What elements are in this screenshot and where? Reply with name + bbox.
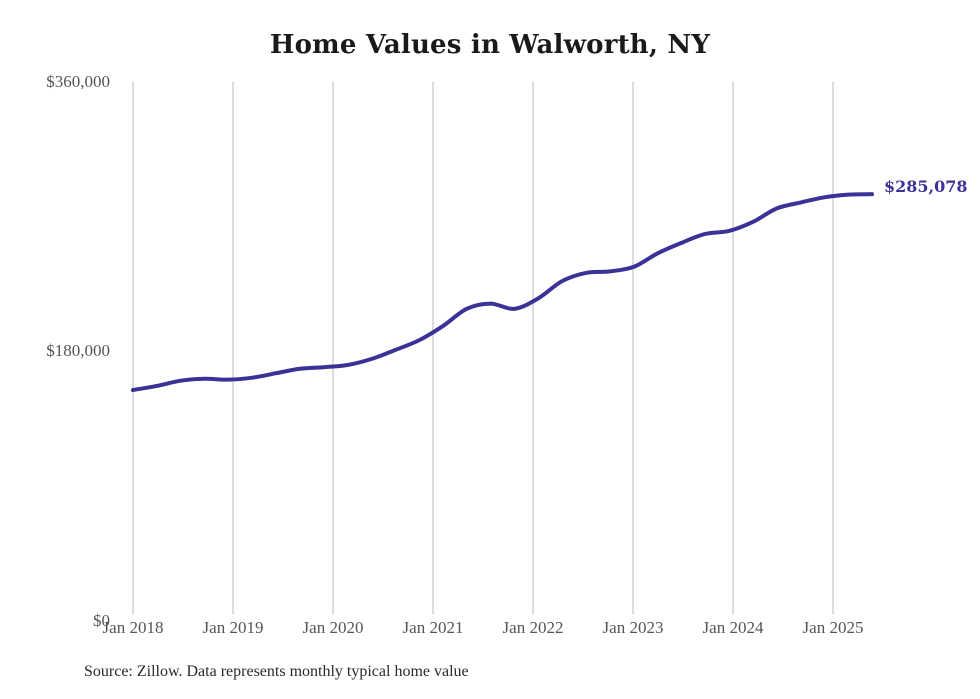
x-axis-tick-label: Jan 2019 [202,618,264,637]
x-axis-tick-label: Jan 2021 [402,618,464,637]
y-axis-tick-label: $360,000 [46,72,110,91]
x-axis-tick-label: Jan 2018 [102,618,164,637]
y-axis-tick-label: $180,000 [46,341,110,360]
source-note: Source: Zillow. Data represents monthly … [84,663,469,680]
end-value-annotation: $285,078 [884,177,968,196]
gridlines [132,82,834,614]
x-axis-tick-label: Jan 2023 [602,618,664,637]
x-axis-tick-label: Jan 2024 [702,618,764,637]
x-axis-tick-label: Jan 2022 [502,618,564,637]
page-title: Home Values in Walworth, NY [269,30,711,60]
y-axis-tick-label: $0 [93,611,110,630]
x-axis-tick-label: Jan 2020 [302,618,364,637]
x-axis-tick-label: Jan 2025 [802,618,864,637]
series-line-typical-home-value [131,192,874,392]
